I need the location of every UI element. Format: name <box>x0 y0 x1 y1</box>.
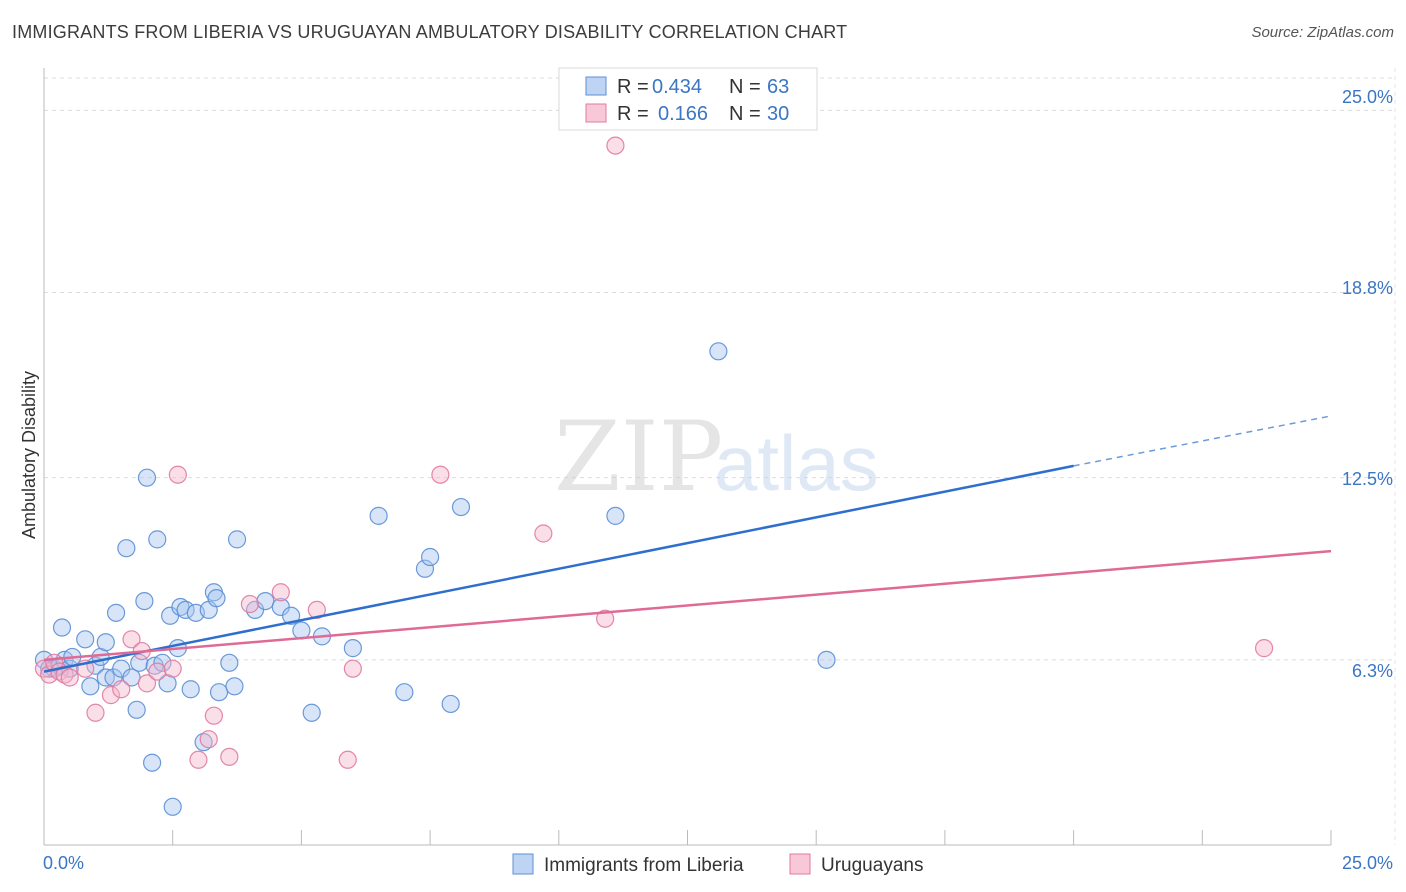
liberia-point <box>149 531 166 548</box>
y-tick-label: 12.5% <box>1342 469 1393 489</box>
uruguayan-point <box>221 748 238 765</box>
uruguayan-point <box>241 596 258 613</box>
legend-n-value: 30 <box>767 103 789 125</box>
liberia-point <box>182 681 199 698</box>
legend-r-label: R = <box>617 76 649 98</box>
y-tick-label: 18.8% <box>1342 278 1393 298</box>
watermark-atlas: atlas <box>714 419 879 507</box>
uruguayan-point <box>113 681 130 698</box>
correlation-legend: R = 0.434 N = 63 R = 0.166 N = 30 <box>559 68 817 130</box>
liberia-point <box>54 619 71 636</box>
liberia-point <box>138 469 155 486</box>
uruguayan-point <box>205 707 222 724</box>
bottom-legend-label-liberia: Immigrants from Liberia <box>544 855 744 876</box>
liberia-point <box>344 640 361 657</box>
liberia-point <box>229 531 246 548</box>
uruguayan-point <box>169 466 186 483</box>
x-tick-label: 25.0% <box>1342 853 1393 873</box>
uruguayan-point <box>61 669 78 686</box>
liberia-point <box>211 684 228 701</box>
uruguayan-point <box>149 663 166 680</box>
liberia-point <box>221 654 238 671</box>
uruguayan-point <box>607 137 624 154</box>
uruguayan-point <box>87 704 104 721</box>
uruguayan-point <box>339 751 356 768</box>
liberia-point <box>144 754 161 771</box>
liberia-point <box>82 678 99 695</box>
watermark: ZIP atlas <box>554 401 879 513</box>
uruguayan-point <box>344 660 361 677</box>
legend-n-label: N = <box>729 103 761 125</box>
liberia-point <box>303 704 320 721</box>
y-tick-label: 25.0% <box>1342 87 1393 107</box>
y-axis-label: Ambulatory Disability <box>19 371 39 539</box>
liberia-point <box>97 634 114 651</box>
bottom-legend-swatch-uruguayans <box>790 854 810 874</box>
bottom-legend-label-uruguayans: Uruguayans <box>821 855 923 876</box>
liberia-trend-extension <box>1074 416 1331 466</box>
uruguayan-point <box>200 731 217 748</box>
y-tick-label: 6.3% <box>1352 661 1393 681</box>
liberia-point <box>164 798 181 815</box>
liberia-point <box>128 701 145 718</box>
bottom-legend-swatch-liberia <box>513 854 533 874</box>
series-legend: Immigrants from Liberia Uruguayans <box>513 854 923 876</box>
liberia-point <box>118 540 135 557</box>
legend-swatch-liberia <box>586 77 606 95</box>
scatter-chart: ZIP atlas Ambulatory Disability 6.3% 12.… <box>0 0 1406 892</box>
legend-r-value: 0.434 <box>652 76 702 98</box>
x-tick-label: 0.0% <box>43 853 84 873</box>
watermark-zip: ZIP <box>554 401 723 513</box>
uruguayan-point <box>190 751 207 768</box>
legend-r-label: R = <box>617 103 649 125</box>
liberia-point <box>370 507 387 524</box>
uruguayan-point <box>432 466 449 483</box>
liberia-point <box>442 695 459 712</box>
liberia-point <box>422 549 439 566</box>
legend-swatch-uruguayans <box>586 104 606 122</box>
liberia-point <box>226 678 243 695</box>
legend-n-value: 63 <box>767 76 789 98</box>
uruguayan-point <box>535 525 552 542</box>
liberia-point <box>396 684 413 701</box>
liberia-point <box>257 593 274 610</box>
uruguayan-point <box>164 660 181 677</box>
legend-n-label: N = <box>729 76 761 98</box>
uruguayan-point <box>1256 640 1273 657</box>
liberia-point <box>710 343 727 360</box>
liberia-point <box>108 604 125 621</box>
liberia-point <box>607 507 624 524</box>
uruguayan-trend-line <box>44 551 1331 660</box>
liberia-point <box>208 590 225 607</box>
liberia-point <box>818 651 835 668</box>
liberia-point <box>136 593 153 610</box>
liberia-point <box>452 499 469 516</box>
liberia-point <box>77 631 94 648</box>
uruguayan-point <box>272 584 289 601</box>
legend-r-value: 0.166 <box>658 103 708 125</box>
